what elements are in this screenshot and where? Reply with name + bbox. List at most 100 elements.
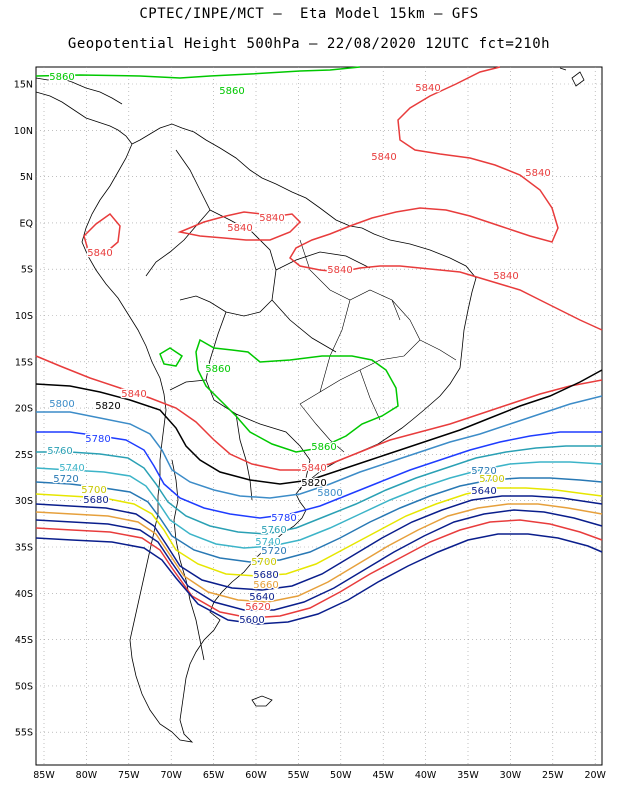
graticule (36, 67, 602, 765)
contour-5680 (35, 495, 603, 591)
contour-5860-south (195, 338, 399, 453)
contour-5640 (35, 509, 603, 611)
contour-label-5700: 5700 (251, 557, 276, 568)
contour-label-5680: 5680 (83, 495, 108, 506)
latitude-labels: 15N 10N 5N EQ 5S 10S 15S 20S 25S 30S 35S 40S 45S 50S 5… (14, 80, 33, 739)
lon-label: 85W (33, 770, 55, 781)
contours (35, 66, 603, 625)
contour-label-5780: 5780 (271, 513, 296, 524)
contour-5740 (35, 461, 603, 549)
lon-label: 50W (330, 770, 352, 781)
coastlines-and-borders (35, 67, 585, 743)
lat-label: 5S (21, 265, 33, 276)
contour-5720 (35, 477, 603, 563)
lon-label: 70W (160, 770, 182, 781)
contour-label-5680: 5680 (253, 570, 278, 581)
contour-5820 (35, 369, 603, 485)
lat-label: 15N (14, 80, 33, 91)
lon-label: 45W (372, 770, 394, 781)
contour-5860-west (159, 347, 184, 367)
contour-5800 (36, 395, 603, 499)
lat-label: 20S (15, 404, 33, 415)
lon-label: 35W (457, 770, 479, 781)
contour-label-5800: 5800 (49, 399, 74, 410)
contour-label-5820: 5820 (95, 401, 120, 412)
lon-label: 80W (76, 770, 98, 781)
contour-label-5840: 5840 (493, 271, 518, 282)
contour-label-5840: 5840 (87, 248, 112, 259)
contour-5780 (36, 431, 602, 519)
contour-label-5860: 5860 (219, 86, 244, 97)
chart-title-line1: CPTEC/INPE/MCT – Eta Model 15km – GFS (139, 6, 479, 22)
lat-label: 10S (15, 311, 33, 322)
contour-label-5860: 5860 (205, 364, 230, 375)
map-frame (35, 66, 603, 766)
contour-label-5840: 5840 (327, 265, 352, 276)
contour-5660 (35, 503, 603, 603)
contour-label-5760: 5760 (261, 525, 286, 536)
chart-title-line2: Geopotential Height 500hPa – 22/08/2020 … (67, 36, 551, 52)
lon-label: 30W (500, 770, 522, 781)
contour-5760 (36, 445, 602, 535)
contour-label-5760: 5760 (47, 446, 72, 457)
lat-label: 30S (15, 496, 33, 507)
lat-label: 35S (15, 543, 33, 554)
contour-label-5840: 5840 (415, 83, 440, 94)
central-america-coast (35, 91, 133, 145)
south-america-north-coast (131, 123, 477, 743)
contour-labels: 5860 5860 5860 5860 5840 5840 5840 5840 5840 5840… (46, 71, 552, 628)
contour-5840-south (35, 355, 603, 471)
lon-label: 75W (118, 770, 140, 781)
contour-label-5840: 5840 (259, 213, 284, 224)
contour-label-5820: 5820 (301, 478, 326, 489)
lat-label: EQ (20, 218, 33, 229)
contour-label-5700: 5700 (81, 485, 106, 496)
contour-label-5700: 5700 (479, 474, 504, 485)
state-borders (299, 239, 457, 453)
contour-label-5860: 5860 (49, 72, 74, 83)
lat-label: 55S (15, 728, 33, 739)
contour-label-5840: 5840 (121, 389, 146, 400)
contour-label-5660: 5660 (253, 580, 278, 591)
lon-label: 65W (203, 770, 225, 781)
lat-label: 40S (15, 589, 33, 600)
contour-label-5740: 5740 (59, 463, 84, 474)
contour-label-5640: 5640 (249, 592, 274, 603)
contour-5840-central (177, 211, 302, 241)
south-america-west-coast (81, 143, 173, 733)
lat-label: 15S (15, 357, 33, 368)
contour-label-5740: 5740 (255, 537, 280, 548)
contour-label-5640: 5640 (471, 486, 496, 497)
contour-label-5720: 5720 (261, 546, 286, 557)
contour-5620 (35, 519, 603, 619)
contour-5600 (35, 533, 603, 625)
contour-5840-west (83, 212, 121, 255)
lat-label: 45S (15, 635, 33, 646)
lon-label: 55W (288, 770, 310, 781)
contour-5860-north (35, 66, 361, 79)
contour-label-5720: 5720 (53, 474, 78, 485)
caribbean-coast (35, 77, 123, 105)
contour-label-5840: 5840 (227, 223, 252, 234)
contour-5700 (35, 487, 603, 577)
contour-label-5840: 5840 (525, 168, 550, 179)
lon-label: 40W (415, 770, 437, 781)
lon-label: 60W (245, 770, 267, 781)
contour-5840-ne (289, 66, 603, 331)
contour-label-5780: 5780 (85, 434, 110, 445)
falkland-islands (251, 695, 273, 707)
lat-label: 5N (20, 172, 33, 183)
longitude-labels: 85W 80W 75W 70W 65W 60W 55W 50W 45W 40W 35W 30W 25W 2… (33, 770, 606, 781)
contour-label-5860: 5860 (311, 442, 336, 453)
lat-label: 10N (14, 126, 33, 137)
contour-label-5840: 5840 (371, 152, 396, 163)
contour-label-5800: 5800 (317, 488, 342, 499)
caribbean-islands (559, 67, 585, 87)
lon-label: 25W (542, 770, 564, 781)
contour-label-5720: 5720 (471, 466, 496, 477)
contour-label-5600: 5600 (239, 615, 264, 626)
lat-label: 50S (15, 681, 33, 692)
contour-label-5620: 5620 (245, 602, 270, 613)
contour-label-5840: 5840 (301, 463, 326, 474)
